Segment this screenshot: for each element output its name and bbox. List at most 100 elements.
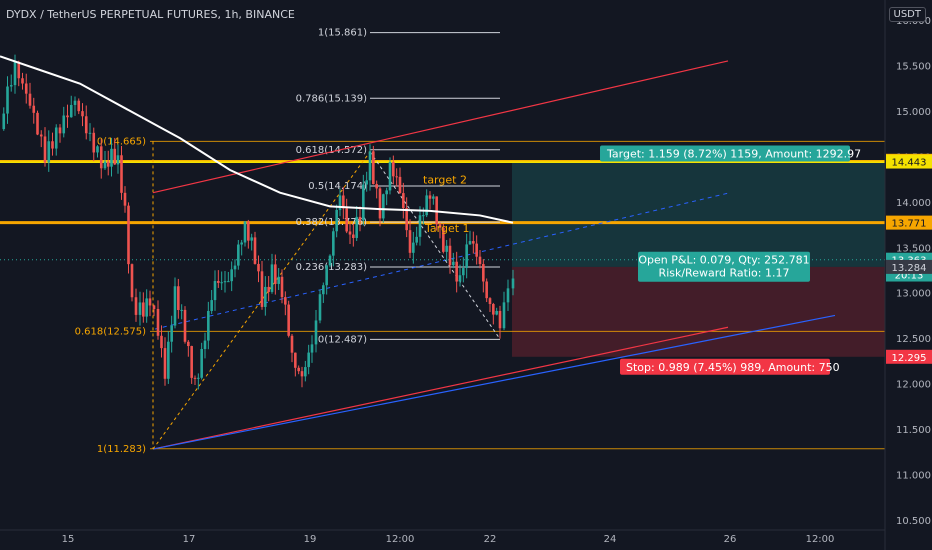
candle-body (223, 281, 227, 283)
candle-body (448, 245, 452, 266)
candle-body (43, 136, 47, 163)
candle-body (280, 276, 284, 298)
candle-body (167, 341, 170, 379)
candle-body (193, 377, 197, 379)
candle-body (213, 281, 217, 301)
candle-body (352, 234, 355, 238)
candle-body (294, 352, 297, 368)
price-tag: 13.284 (892, 263, 927, 274)
fib-right-label: 0.382(13.776) (296, 217, 368, 228)
candle-body (217, 281, 220, 283)
fib-diagonal (152, 151, 371, 450)
candle-body (502, 302, 506, 329)
candle-body (322, 285, 325, 295)
candle-body (220, 282, 223, 284)
x-tick-label: 24 (604, 534, 617, 545)
candle-body (138, 302, 142, 315)
x-tick-label: 26 (724, 534, 737, 545)
y-tick-label: 13.000 (896, 289, 931, 300)
candle-body (304, 367, 307, 377)
candle-body (465, 244, 468, 269)
y-tick-label: 10.500 (896, 516, 931, 527)
trend-line-blue (152, 314, 836, 450)
candle-body (365, 180, 368, 185)
candle-body (392, 162, 395, 177)
candle-body (375, 184, 378, 189)
candle-body (290, 335, 294, 353)
candle-body (342, 195, 345, 209)
candle-body (385, 190, 388, 195)
stop-label: Stop: 0.989 (7.45%) 989, Amount: 750 (626, 361, 840, 374)
candle-body (32, 105, 36, 113)
candle-body (173, 286, 177, 326)
candle-body (17, 61, 21, 79)
candle-body (230, 269, 233, 282)
candle-body (284, 297, 287, 305)
candle-body (207, 310, 210, 341)
candle-body (197, 377, 200, 379)
x-tick-label: 15 (62, 534, 75, 545)
candle-body (36, 112, 39, 135)
candle-body (402, 193, 405, 209)
profit-zone (512, 161, 885, 267)
candle-body (277, 276, 280, 284)
y-tick-label: 12.000 (896, 380, 931, 391)
candle-body (88, 132, 92, 134)
candle-body (152, 305, 156, 310)
y-tick-label: 14.000 (896, 198, 931, 209)
candle-body (47, 141, 51, 163)
price-tag-bg (886, 215, 932, 230)
candle-body (96, 146, 99, 153)
fib-right-label: 0.618(14.572) (296, 145, 368, 156)
fib-right-label: 0.786(15.139) (296, 93, 368, 104)
candle-body (170, 325, 173, 342)
candle-body (314, 320, 318, 345)
price-tag: 12.295 (892, 353, 927, 364)
candle-body (388, 162, 392, 191)
target-label: Target: 1.159 (8.72%) 1159, Amount: 1292… (606, 148, 861, 161)
candle-body (378, 188, 382, 219)
candle-body (382, 194, 385, 219)
candle-body (422, 215, 425, 217)
candle-body (66, 115, 69, 118)
candle-body (103, 161, 107, 169)
candle-body (250, 237, 253, 241)
candle-body (372, 151, 375, 185)
fib-right-label: 0(12.487) (318, 334, 367, 345)
candle-body (328, 255, 332, 266)
candle-body (358, 216, 362, 221)
candle-body (156, 309, 160, 336)
candle-body (335, 209, 338, 232)
candle-body (123, 192, 127, 206)
candle-body (237, 244, 240, 266)
candle-body (452, 261, 455, 266)
candle-body (106, 161, 110, 167)
x-tick-label: 17 (183, 534, 196, 545)
candle-body (362, 184, 365, 221)
candle-body (28, 93, 32, 106)
candle-body (243, 221, 247, 243)
candle-body (110, 148, 113, 167)
trend-line-red-upper (152, 60, 729, 194)
y-tick-label: 11.500 (896, 425, 931, 436)
candle-body (482, 264, 485, 282)
currency-unit-button[interactable]: USDT (888, 7, 926, 22)
candle-body (418, 215, 422, 237)
candle-body (445, 245, 448, 252)
candle-body (39, 134, 43, 137)
pnl-label: Open P&L: 0.079, Qty: 252.781 (638, 254, 809, 267)
y-tick-label: 13.500 (896, 243, 931, 254)
fib-left-label: 0(14.665) (97, 136, 146, 147)
projection-line-dashed (154, 192, 731, 330)
fib-right-label: 1(15.861) (318, 28, 367, 39)
candle-body (69, 104, 73, 118)
candle-body (227, 281, 230, 283)
candle-body (318, 294, 322, 321)
candle-body (468, 241, 472, 245)
y-tick-label: 15.500 (896, 61, 931, 72)
candle-body (21, 78, 24, 84)
candle-body (287, 304, 290, 336)
candle-body (270, 264, 274, 292)
candle-body (2, 113, 6, 130)
